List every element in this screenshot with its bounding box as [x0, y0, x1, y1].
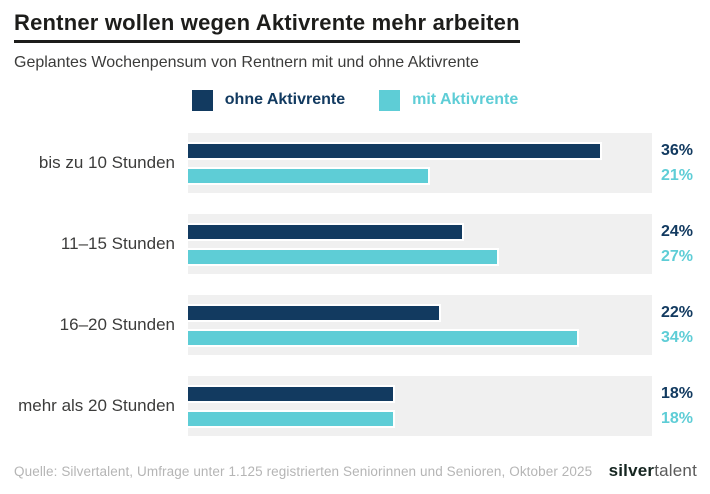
grouped-bar-chart: bis zu 10 Stunden 36% 21% 11–15 Stunden … — [0, 133, 710, 436]
value-label-mit-aktivrente: 21% — [660, 166, 693, 184]
bar-ohne-aktivrente — [188, 141, 603, 160]
logo-text-talent: talent — [654, 461, 697, 480]
value-labels: 22% 34% — [652, 295, 710, 355]
value-label-ohne-aktivrente: 24% — [660, 222, 693, 240]
logo-text-silver: silver — [608, 461, 655, 480]
bar-mit-aktivrente — [188, 166, 430, 185]
value-labels: 24% 27% — [652, 214, 710, 274]
category-label: mehr als 20 Stunden — [18, 396, 175, 415]
legend-swatch-cyan-icon — [379, 89, 401, 111]
chart-subtitle: Geplantes Wochenpensum von Rentnern mit … — [14, 54, 479, 71]
bar-mit-aktivrente — [188, 328, 580, 347]
legend-label-mit-aktivrente: mit Aktivrente — [412, 91, 519, 108]
silvertalent-logo: silvertalent — [609, 461, 697, 481]
bar-track — [188, 376, 652, 436]
legend: ohne Aktivrente mit Aktivrente — [0, 88, 710, 112]
chart-row: 11–15 Stunden 24% 27% — [0, 214, 710, 274]
chart-row: bis zu 10 Stunden 36% 21% — [0, 133, 710, 193]
category-label: 16–20 Stunden — [59, 315, 175, 334]
category-label: bis zu 10 Stunden — [38, 153, 175, 172]
value-labels: 36% 21% — [652, 133, 710, 193]
value-label-mit-aktivrente: 34% — [660, 328, 693, 346]
value-label-mit-aktivrente: 18% — [660, 409, 693, 427]
bar-track — [188, 133, 652, 193]
legend-item-mit-aktivrente: mit Aktivrente — [379, 89, 519, 111]
value-label-ohne-aktivrente: 18% — [660, 384, 693, 402]
bar-ohne-aktivrente — [188, 222, 465, 241]
value-label-mit-aktivrente: 27% — [660, 247, 693, 265]
chart-row: mehr als 20 Stunden 18% 18% — [0, 376, 710, 436]
bar-mit-aktivrente — [188, 409, 396, 428]
chart-footer: Quelle: Silvertalent, Umfrage unter 1.12… — [0, 461, 710, 494]
value-label-ohne-aktivrente: 22% — [660, 303, 693, 321]
legend-swatch-navy-icon — [191, 89, 213, 111]
chart-header: Rentner wollen wegen Aktivrente mehr arb… — [0, 10, 710, 72]
chart-row: 16–20 Stunden 22% 34% — [0, 295, 710, 355]
legend-item-ohne-aktivrente: ohne Aktivrente — [191, 89, 346, 111]
value-label-ohne-aktivrente: 36% — [660, 141, 693, 159]
category-label: 11–15 Stunden — [60, 234, 175, 253]
bar-track — [188, 214, 652, 274]
bar-mit-aktivrente — [188, 247, 499, 266]
legend-label-ohne-aktivrente: ohne Aktivrente — [224, 91, 346, 108]
value-labels: 18% 18% — [652, 376, 710, 436]
source-note: Quelle: Silvertalent, Umfrage unter 1.12… — [14, 464, 593, 479]
bar-ohne-aktivrente — [188, 303, 442, 322]
bar-ohne-aktivrente — [188, 384, 396, 403]
bar-track — [188, 295, 652, 355]
chart-title: Rentner wollen wegen Aktivrente mehr arb… — [14, 10, 520, 43]
